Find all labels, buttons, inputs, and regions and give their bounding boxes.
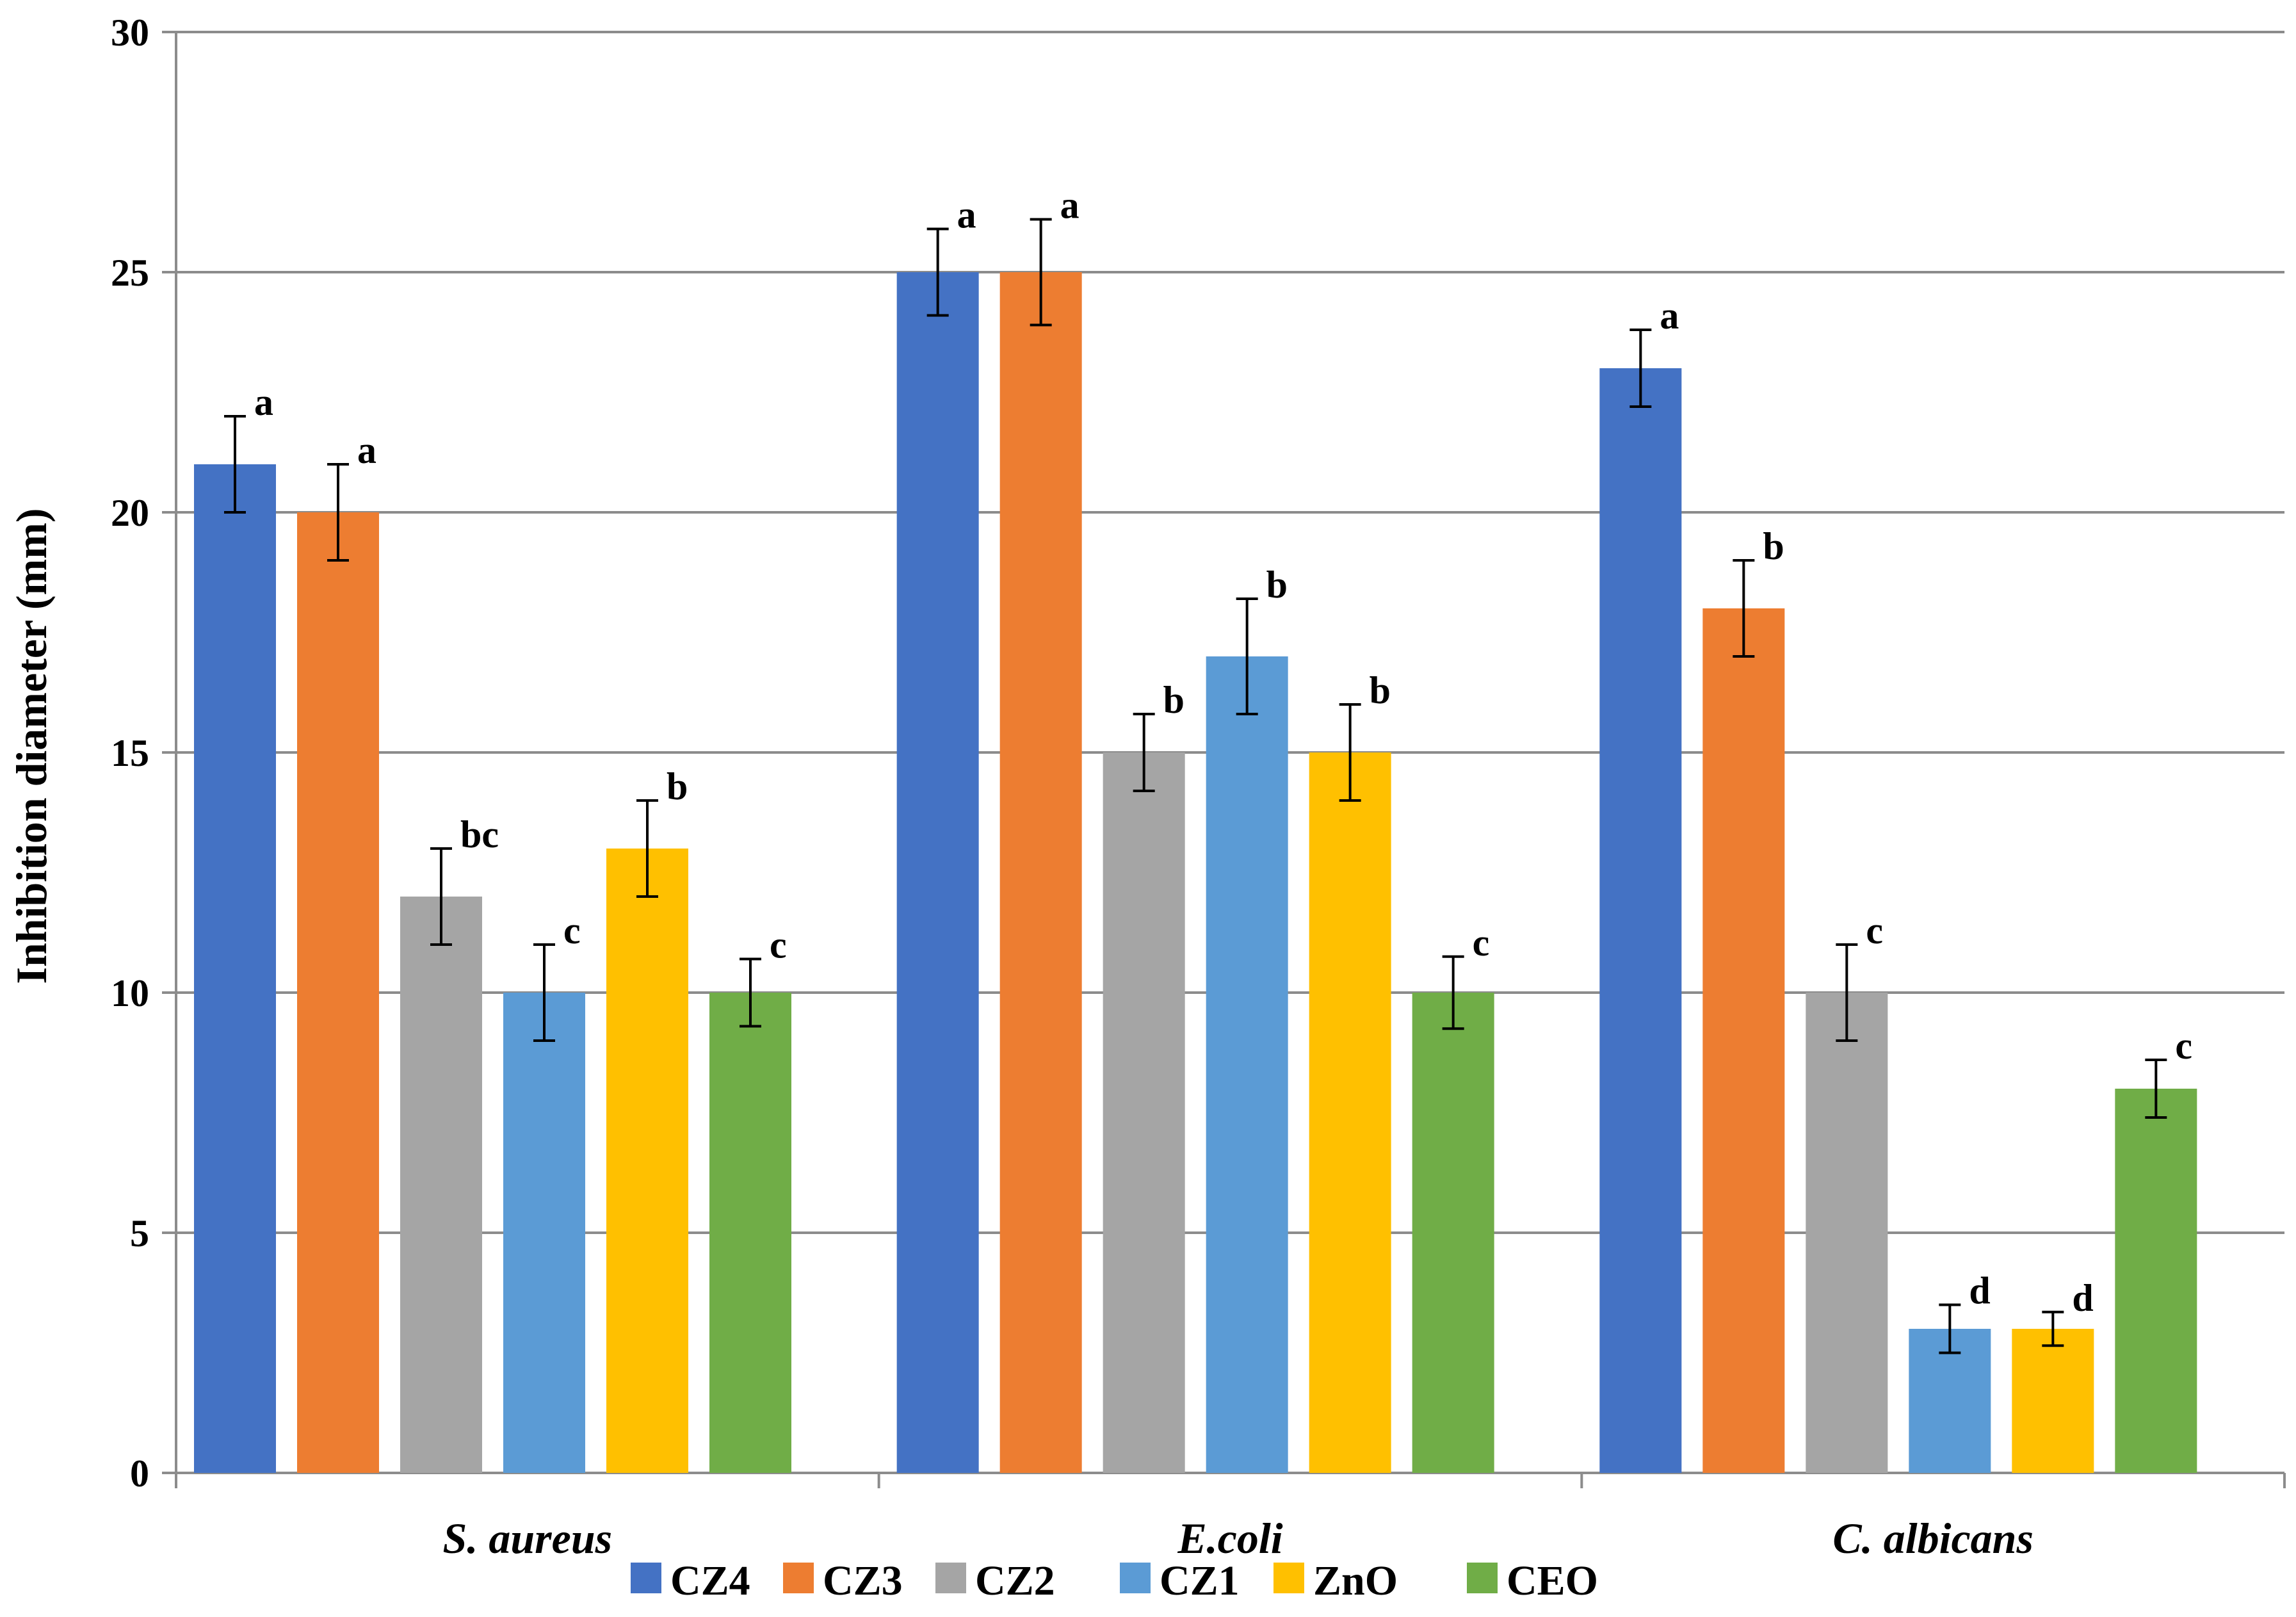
bar-cz1-1: [503, 993, 585, 1473]
significance-letter: d: [1969, 1270, 1990, 1312]
bar-cz3-3: [1702, 608, 1785, 1473]
significance-letter: bc: [460, 813, 499, 856]
significance-letter: b: [667, 765, 688, 808]
legend-item-cz3[interactable]: CZ3: [783, 1557, 903, 1604]
bar-cz2-2: [1103, 752, 1185, 1473]
legend-label: ZnO: [1313, 1557, 1398, 1604]
significance-letter: a: [254, 381, 273, 423]
y-tick-label: 20: [111, 492, 149, 534]
legend-swatch: [1120, 1563, 1151, 1593]
y-axis-title: Inhibition diameter (mm): [7, 508, 56, 984]
legend-swatch: [935, 1563, 966, 1593]
legend-label: CZ3: [823, 1557, 903, 1604]
significance-letter: a: [957, 194, 976, 236]
bar-ceo-1: [709, 993, 791, 1473]
significance-letter: d: [2072, 1277, 2093, 1319]
legend-item-zno[interactable]: ZnO: [1273, 1557, 1398, 1604]
legend-label: CZ2: [975, 1557, 1055, 1604]
category-label: E.coli: [1177, 1514, 1282, 1563]
significance-letter: c: [1866, 909, 1883, 952]
legend[interactable]: CZ4 CZ3 CZ2 CZ1 ZnO CEO: [631, 1557, 1598, 1604]
legend-label: CZ1: [1160, 1557, 1240, 1604]
significance-letter: a: [357, 429, 376, 471]
bar-cz4-2: [896, 272, 979, 1473]
significance-letter: a: [1660, 295, 1679, 337]
category-label: C. albicans: [1832, 1514, 2033, 1563]
y-tick-label: 0: [130, 1452, 149, 1495]
legend-swatch: [783, 1563, 814, 1593]
y-tick-label: 25: [111, 252, 149, 294]
bar-cz1-2: [1206, 656, 1288, 1473]
bar-zno-2: [1309, 752, 1391, 1473]
bar-ceo-3: [2115, 1089, 2197, 1473]
bar-cz2-3: [1806, 993, 1888, 1473]
legend-swatch: [1467, 1563, 1498, 1593]
bar-ceo-2: [1412, 993, 1494, 1473]
bar-cz3-1: [297, 512, 379, 1473]
legend-label: CZ4: [670, 1557, 750, 1604]
legend-item-cz2[interactable]: CZ2: [935, 1557, 1055, 1604]
legend-swatch: [1273, 1563, 1304, 1593]
significance-letter: b: [1163, 679, 1184, 721]
bar-cz4-1: [194, 464, 276, 1473]
significance-letter: c: [2175, 1025, 2192, 1067]
bar-zno-1: [606, 849, 688, 1473]
bar-cz2-1: [400, 897, 482, 1473]
significance-letter: a: [1060, 184, 1079, 227]
significance-letter: c: [1473, 922, 1490, 964]
significance-letter: b: [1370, 669, 1391, 711]
significance-letter: b: [1266, 564, 1288, 606]
error-bars: [224, 218, 2167, 1354]
y-tick-label: 5: [130, 1212, 149, 1255]
legend-item-cz1[interactable]: CZ1: [1120, 1557, 1240, 1604]
y-tick-label: 15: [111, 732, 149, 774]
legend-label: CEO: [1507, 1557, 1598, 1604]
legend-swatch: [631, 1563, 661, 1593]
legend-item-ceo[interactable]: CEO: [1467, 1557, 1598, 1604]
y-tick-label: 30: [111, 12, 149, 54]
legend-item-cz4[interactable]: CZ4: [631, 1557, 750, 1604]
y-tick-label: 10: [111, 972, 149, 1014]
significance-letter: c: [770, 924, 787, 966]
bars: [194, 272, 2197, 1473]
bar-zno-3: [2012, 1329, 2094, 1473]
bar-cz4-3: [1599, 368, 1682, 1473]
bar-cz3-2: [999, 272, 1082, 1473]
category-label: S. aureus: [443, 1514, 613, 1563]
axis-labels: 0 5 10 15 20 25 30 S. aureus E.coli C. albicans In…: [7, 12, 2033, 1563]
significance-letter: c: [563, 909, 581, 952]
significance-letter: b: [1763, 525, 1784, 567]
